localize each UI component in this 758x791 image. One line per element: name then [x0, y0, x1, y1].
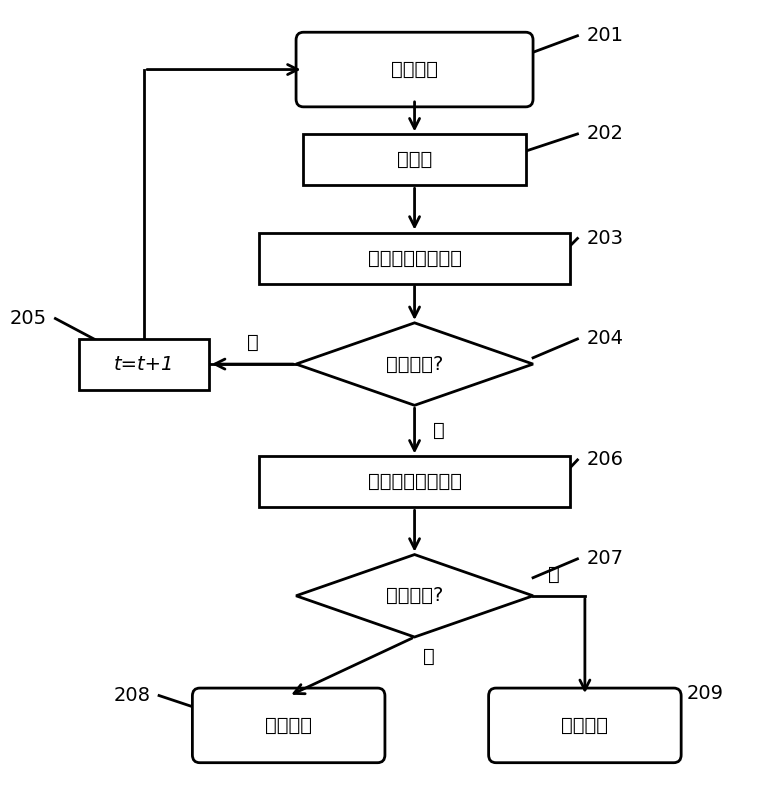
Text: 是: 是	[433, 422, 445, 441]
Text: 报警条件?: 报警条件?	[386, 354, 443, 373]
Text: 202: 202	[587, 124, 623, 143]
Text: 209: 209	[686, 684, 723, 703]
FancyBboxPatch shape	[296, 32, 533, 107]
Text: 否: 否	[246, 333, 258, 352]
Text: 208: 208	[113, 686, 150, 705]
Text: 206: 206	[587, 450, 623, 469]
Text: 207: 207	[587, 550, 623, 569]
FancyBboxPatch shape	[489, 688, 681, 763]
Text: 移动振源?: 移动振源?	[386, 586, 443, 605]
Polygon shape	[296, 554, 533, 637]
Bar	[259, 456, 570, 507]
Text: 是: 是	[424, 647, 435, 666]
FancyBboxPatch shape	[193, 688, 385, 763]
Text: 203: 203	[587, 229, 623, 248]
Text: 移动干扰: 移动干扰	[265, 716, 312, 735]
Text: 否: 否	[548, 565, 559, 584]
Text: 204: 204	[587, 329, 623, 349]
Text: 信号检测: 信号检测	[391, 60, 438, 79]
Polygon shape	[296, 323, 533, 405]
Text: 时间中心计算模型: 时间中心计算模型	[368, 248, 462, 267]
Text: 201: 201	[587, 26, 623, 45]
Bar	[80, 339, 209, 390]
Text: 预处理: 预处理	[397, 150, 432, 169]
Text: 205: 205	[9, 309, 46, 328]
Text: 振源速度检测模型: 振源速度检测模型	[368, 472, 462, 491]
Bar	[303, 134, 525, 185]
Bar	[259, 233, 570, 284]
Text: 可疑振源: 可疑振源	[562, 716, 609, 735]
Text: t=t+1: t=t+1	[114, 354, 174, 373]
